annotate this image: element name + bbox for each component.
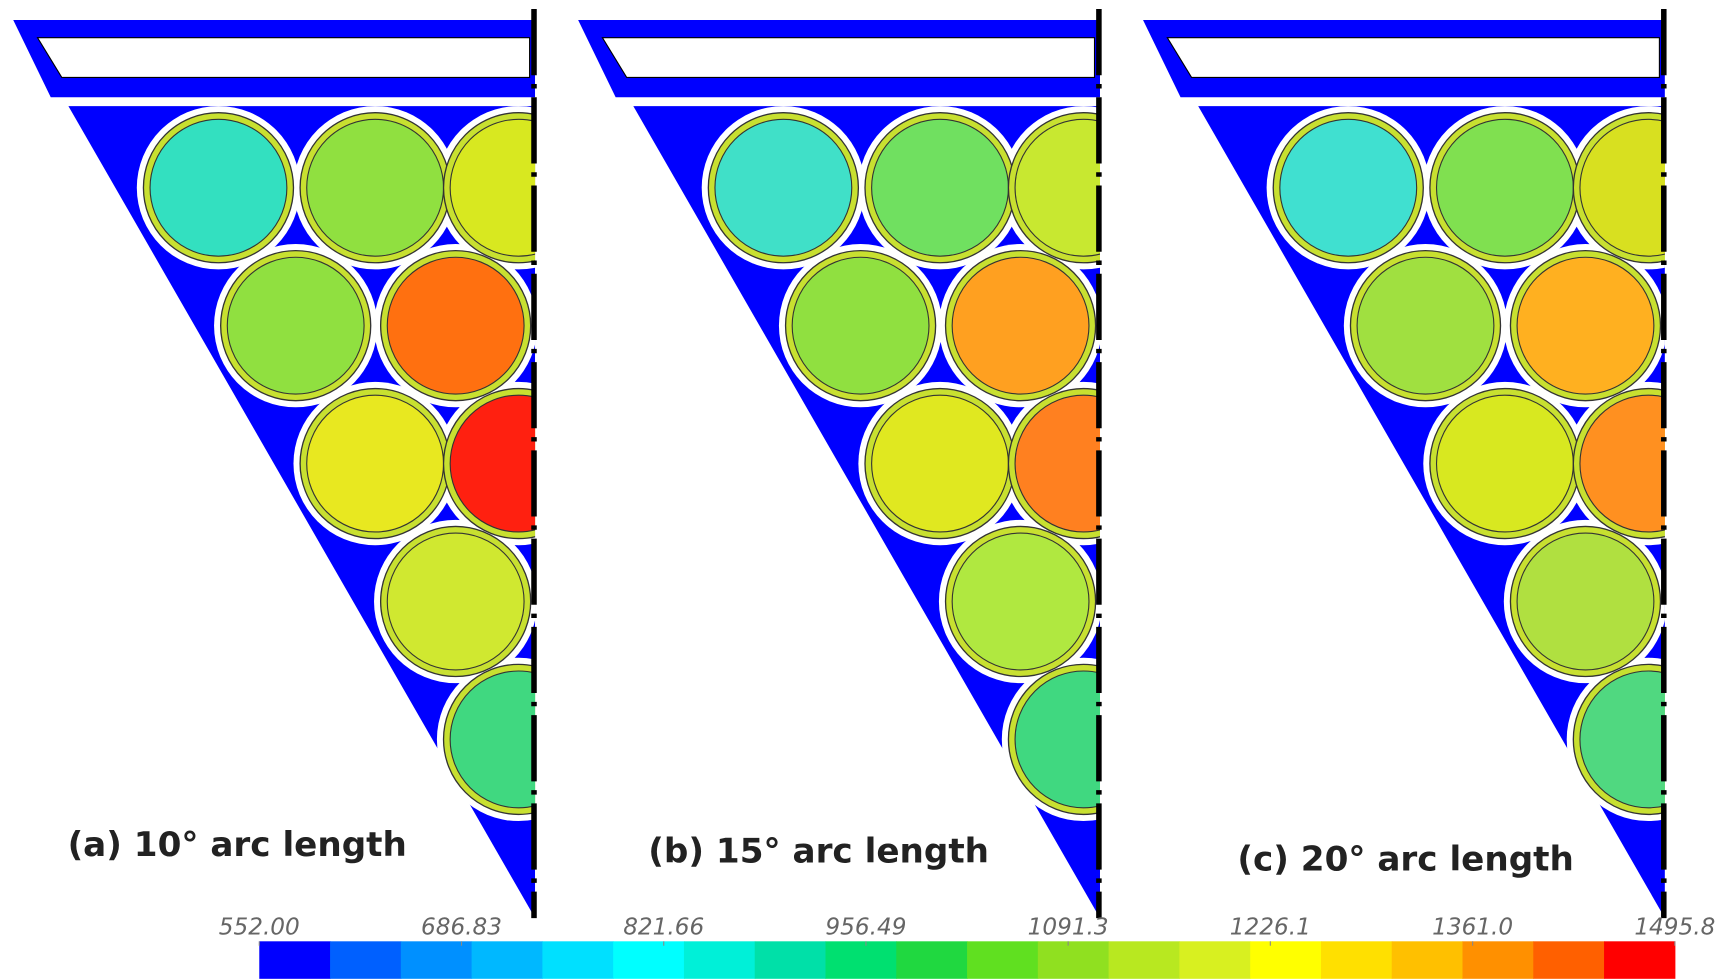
- colorbar-segment: [896, 941, 968, 979]
- pin: [386, 256, 525, 395]
- colorbar-segment: [613, 941, 685, 979]
- panel-label: (c) 20° arc length: [1237, 839, 1573, 879]
- colorbar-tick-label: 821.66: [623, 915, 704, 941]
- pin: [1014, 394, 1101, 533]
- pin: [386, 532, 525, 671]
- colorbar-tick-label: 1361.0: [1432, 915, 1513, 941]
- pin: [1356, 256, 1495, 395]
- pin: [449, 118, 536, 257]
- pin: [791, 256, 930, 395]
- colorbar-segment: [825, 941, 897, 979]
- colorbar-segment: [400, 941, 473, 979]
- colorbar-tick-label: 1091.3: [1028, 915, 1109, 941]
- pin: [871, 394, 1009, 533]
- colorbar-segment: [1604, 941, 1676, 979]
- pin: [951, 256, 1090, 395]
- colorbar-segment: [471, 941, 543, 979]
- panel-body: [1143, 20, 1665, 919]
- colorbar-tick-label: 1226.1: [1230, 915, 1311, 941]
- panel: (c) 20° arc length: [1143, 9, 1667, 919]
- colorbar-segment: [1250, 941, 1322, 979]
- colorbar-tick-label: 686.83: [421, 915, 502, 941]
- colorbar-segment: [683, 941, 756, 979]
- colorbar-segment: [542, 941, 614, 979]
- pin: [226, 256, 365, 395]
- colorbar-tick-label: 1495.8: [1634, 915, 1715, 941]
- colorbar-segment: [1108, 941, 1180, 979]
- panel: (a) 10° arc length: [13, 9, 537, 919]
- pin: [1516, 532, 1655, 671]
- panel-body: [578, 20, 1101, 919]
- pin: [1579, 670, 1665, 809]
- pin: [871, 118, 1009, 257]
- panel: (b) 15° arc length: [578, 9, 1102, 919]
- pin: [449, 394, 536, 533]
- pin: [1435, 118, 1574, 257]
- pin: [1435, 394, 1574, 533]
- pin: [1516, 256, 1655, 395]
- colorbar-segment: [1320, 941, 1393, 979]
- panel-label: (b) 15° arc length: [648, 832, 989, 872]
- colorbar-tick-label: 552.00: [219, 915, 300, 941]
- pin: [951, 532, 1090, 671]
- colorbar-tick-label: 956.49: [825, 915, 906, 941]
- pin: [1579, 118, 1665, 257]
- colorbar-segment: [1462, 941, 1534, 979]
- pin: [149, 118, 288, 257]
- pin: [1014, 118, 1101, 257]
- pin: [714, 118, 853, 257]
- colorbar-segment: [754, 941, 827, 979]
- panel-body: [13, 20, 536, 919]
- pin: [306, 118, 445, 257]
- top-bar-hole: [36, 37, 531, 78]
- pin: [1579, 394, 1665, 533]
- colorbar-segment: [330, 941, 402, 979]
- colorbar-segment: [259, 941, 331, 979]
- pin: [1014, 670, 1101, 809]
- pin: [1279, 118, 1418, 257]
- colorbar-segment: [967, 941, 1039, 979]
- top-bar-hole: [1166, 37, 1660, 78]
- colorbar-segment: [1391, 941, 1464, 979]
- colorbar-segment: [1179, 941, 1251, 979]
- colorbar-segment: [1037, 941, 1110, 979]
- top-bar-hole: [601, 37, 1096, 78]
- panel-label: (a) 10° arc length: [68, 825, 407, 865]
- pin: [306, 394, 445, 533]
- pin: [449, 670, 536, 809]
- colorbar-segment: [1533, 941, 1605, 979]
